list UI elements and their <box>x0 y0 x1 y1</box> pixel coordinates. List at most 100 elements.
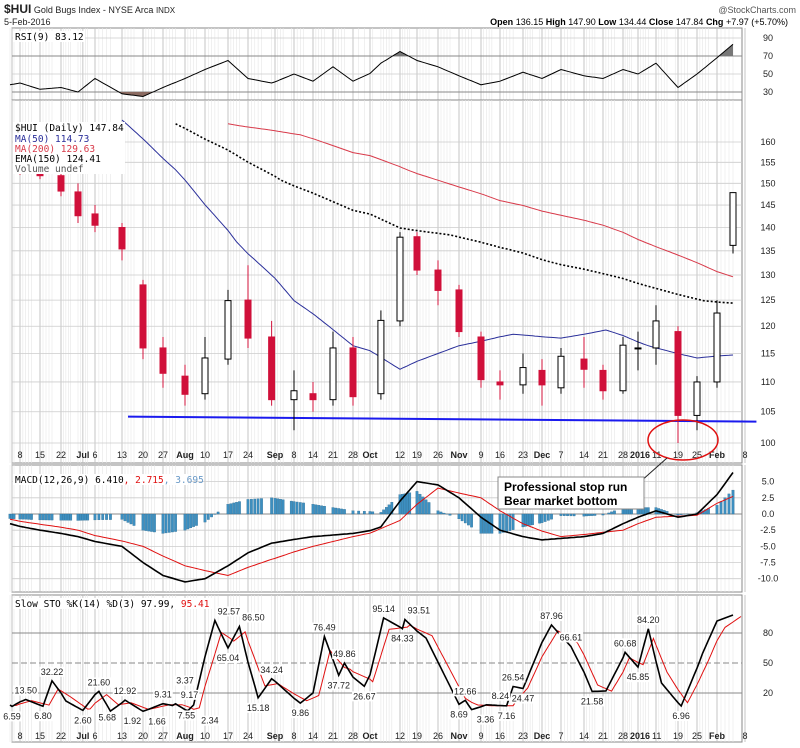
macd-tick-label: -5.0 <box>760 541 776 551</box>
macd-histogram-bar <box>531 514 533 525</box>
macd-histogram-bar <box>227 504 229 514</box>
macd-histogram-bar <box>210 514 212 517</box>
x-axis-label: Nov <box>450 450 467 460</box>
candle-body <box>653 321 659 348</box>
x-axis-label: 26 <box>433 450 443 460</box>
macd-histogram-bar <box>485 514 487 533</box>
candle-body <box>58 176 64 191</box>
macd-histogram-bar <box>547 514 549 520</box>
macd-histogram-bar <box>148 514 150 531</box>
candle-body <box>694 382 700 415</box>
macd-histogram-bar <box>440 512 442 514</box>
macd-histogram-bar <box>505 514 507 532</box>
candle-body <box>245 300 251 338</box>
macd-histogram-bar <box>171 514 173 532</box>
macd-histogram-bar <box>124 514 126 521</box>
macd-histogram-bar <box>385 507 387 514</box>
sto-value-label: 34.24 <box>260 665 283 675</box>
x-axis-label: 2016 <box>630 450 650 460</box>
price-tick-label: 110 <box>761 377 775 387</box>
x-axis-label: 8 <box>17 450 22 460</box>
x-axis-label: 19 <box>673 731 683 741</box>
sto-value-label: 66.61 <box>560 632 583 642</box>
candle-body <box>269 337 275 400</box>
x-axis-label: Oct <box>362 450 377 460</box>
macd-histogram-bar <box>591 514 593 516</box>
sto-value-label: 8.69 <box>450 709 468 719</box>
sto-value-label: 45.85 <box>627 672 650 682</box>
sto-value-label: 32.22 <box>41 667 64 677</box>
symbol: $HUI <box>4 2 31 16</box>
sto-tick-label: 80 <box>763 628 773 638</box>
macd-histogram-bar <box>187 514 189 529</box>
candle-body <box>414 237 420 270</box>
sto-value-label: 12.92 <box>114 686 137 696</box>
x-axis-label: Feb <box>709 731 726 741</box>
ohlc-summary: Open 136.15 High 147.90 Low 134.44 Close… <box>490 17 788 27</box>
x-axis-label: 12 <box>395 450 405 460</box>
x-axis-label: 8 <box>291 731 296 741</box>
sto-value-label: 2.60 <box>74 715 92 725</box>
candle-body <box>160 348 166 373</box>
macd-histogram-bar <box>94 514 96 520</box>
x-axis-label: 19 <box>412 731 422 741</box>
macd-histogram-bar <box>613 511 615 514</box>
x-axis-label: 2016 <box>630 731 650 741</box>
annotation-line-2: Bear market bottom <box>504 494 617 508</box>
price-legend: $HUI (Daily) 147.84 <box>15 123 124 134</box>
candle-body <box>456 290 462 332</box>
x-axis-label: 10 <box>200 731 210 741</box>
index-name: Gold Bugs Index - NYSE Arca <box>34 5 154 15</box>
sto-value-label: 7.16 <box>498 711 516 721</box>
macd-histogram-bar <box>121 514 123 519</box>
macd-histogram-bar <box>732 490 734 514</box>
macd-histogram-bar <box>238 502 240 514</box>
sto-value-label: 6.96 <box>672 711 690 721</box>
x-axis-label: 17 <box>223 731 233 741</box>
sto-value-label: 24.47 <box>512 694 535 704</box>
sto-value-label: 3.37 <box>176 676 194 686</box>
macd-histogram-bar <box>443 513 445 514</box>
macd-histogram-bar <box>544 514 546 522</box>
price-tick-label: 105 <box>760 407 775 417</box>
sto-value-label: 12.66 <box>454 686 477 696</box>
macd-histogram-bar <box>299 502 301 514</box>
macd-histogram-bar <box>529 514 531 525</box>
candle-body <box>539 370 545 384</box>
candle-body <box>397 237 403 321</box>
candle-body <box>620 345 626 391</box>
x-axis-label: 22 <box>56 731 66 741</box>
macd-histogram-bar <box>677 514 679 515</box>
candle-body <box>435 270 441 290</box>
macd-histogram-bar <box>13 514 15 519</box>
candle-body <box>350 348 356 397</box>
candle-body <box>291 391 297 400</box>
candle-body <box>140 285 146 348</box>
macd-histogram-bar <box>388 505 390 514</box>
macd-histogram-bar <box>60 514 62 520</box>
rsi-tick-label: 50 <box>763 69 773 79</box>
macd-histogram-bar <box>583 514 585 516</box>
x-axis-label: 22 <box>56 450 66 460</box>
x-axis-label: Dec <box>534 450 551 460</box>
sto-legend: Slow STO %K(14) %D(3) 97.99, 95.41 <box>15 599 210 610</box>
x-axis-label: 14 <box>579 450 589 460</box>
macd-tick-label: 0.0 <box>762 509 775 519</box>
macd-histogram-bar <box>109 514 111 520</box>
macd-histogram-bar <box>19 514 21 519</box>
macd-histogram-bar <box>27 514 29 519</box>
exchange: INDX <box>156 6 176 15</box>
macd-histogram-bar <box>270 498 272 514</box>
macd-histogram-bar <box>449 514 451 515</box>
macd-histogram-bar <box>70 514 72 520</box>
rsi-tick-label: 30 <box>763 87 773 97</box>
candle-body <box>92 214 98 225</box>
macd-histogram-bar <box>550 514 552 519</box>
macd-histogram-bar <box>594 514 596 516</box>
x-axis-label: 11 <box>652 731 661 741</box>
sto-value-label: 92.57 <box>218 606 241 616</box>
x-axis-label: 21 <box>598 450 608 460</box>
candle-body <box>520 368 526 385</box>
sto-value-label: 9.86 <box>292 708 310 718</box>
